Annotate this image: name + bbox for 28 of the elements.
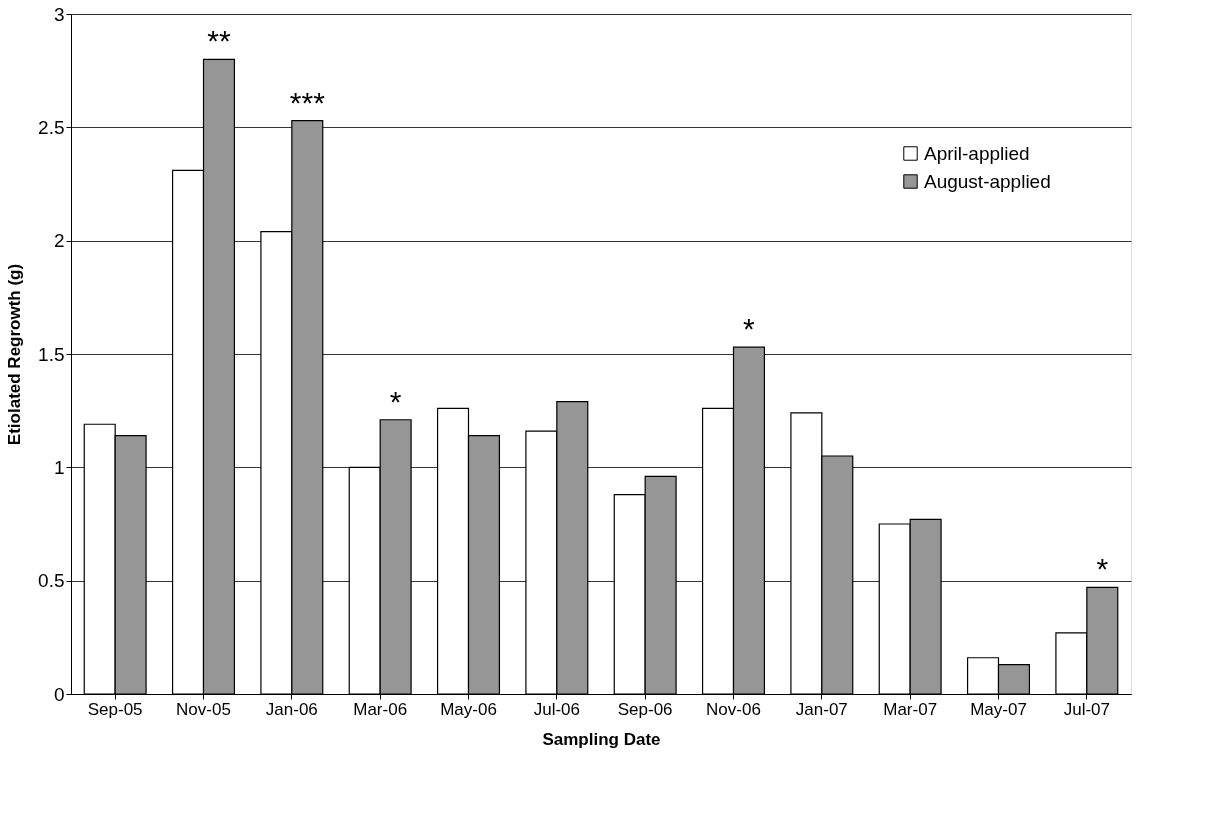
- annotation: *: [389, 384, 402, 418]
- y-tick-label: 3: [53, 3, 65, 25]
- x-tick-label: Jan-06: [265, 699, 318, 719]
- legend-label: August-applied: [924, 170, 1051, 192]
- x-tick-label: Nov-06: [706, 699, 761, 719]
- annotation: *: [1096, 552, 1109, 586]
- y-tick-label: 2.5: [38, 116, 65, 138]
- x-tick-label: May-06: [440, 699, 497, 719]
- x-tick-label: Mar-06: [353, 699, 408, 719]
- y-tick-label: 0: [53, 683, 65, 705]
- annotation: **: [207, 24, 231, 58]
- x-tick-label: Sep-05: [87, 699, 143, 719]
- y-tick-label: 1: [53, 456, 65, 478]
- y-tick-label: 0.5: [38, 570, 65, 592]
- y-axis-title: Etiolated Regrowth (g): [5, 263, 25, 446]
- x-tick-label: Jul-07: [1063, 699, 1110, 719]
- x-tick-label: Jul-06: [533, 699, 580, 719]
- y-tick-label: 1.5: [38, 343, 65, 365]
- x-tick-label: Mar-07: [883, 699, 938, 719]
- x-axis-title: Sampling Date: [542, 729, 661, 749]
- legend-label: April-applied: [924, 142, 1030, 164]
- annotation: ***: [289, 85, 326, 119]
- x-tick-label: Sep-06: [617, 699, 673, 719]
- x-tick-label: Nov-05: [176, 699, 231, 719]
- y-tick-label: 2: [53, 230, 65, 252]
- x-tick-label: May-07: [970, 699, 1027, 719]
- x-tick-label: Jan-07: [795, 699, 848, 719]
- annotation: *: [743, 312, 756, 346]
